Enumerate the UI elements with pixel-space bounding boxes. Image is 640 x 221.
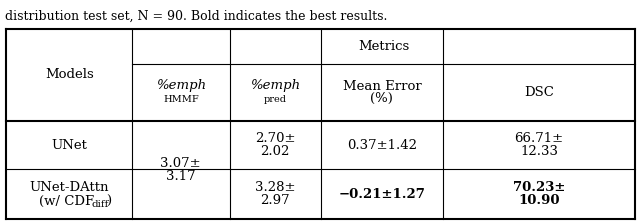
Text: 12.33: 12.33 (520, 145, 558, 158)
Text: distribution test set, N = 90. Bold indicates the best results.: distribution test set, N = 90. Bold indi… (5, 10, 387, 23)
Text: Mean Error: Mean Error (342, 80, 421, 93)
Text: HMMF: HMMF (163, 95, 198, 104)
Text: (w/ CDF: (w/ CDF (39, 194, 94, 208)
Text: 3.17: 3.17 (166, 170, 196, 183)
Text: ): ) (106, 194, 111, 208)
Text: %emph: %emph (250, 79, 300, 92)
Text: %emph: %emph (156, 79, 206, 92)
Text: −0.21±1.27: −0.21±1.27 (339, 188, 426, 201)
Text: 2.97: 2.97 (260, 194, 290, 207)
Text: 0.37±1.42: 0.37±1.42 (347, 139, 417, 152)
Text: 3.07±: 3.07± (161, 157, 201, 170)
Text: 70.23±: 70.23± (513, 181, 565, 194)
Text: 66.71±: 66.71± (515, 132, 564, 145)
Text: 2.02: 2.02 (260, 145, 290, 158)
Text: (%): (%) (371, 92, 394, 105)
Text: UNet: UNet (51, 139, 87, 152)
Text: 10.90: 10.90 (518, 194, 560, 207)
Text: 3.28±: 3.28± (255, 181, 295, 194)
Text: UNet-DAttn: UNet-DAttn (29, 181, 109, 194)
Text: 2.70±: 2.70± (255, 132, 295, 145)
Text: DSC: DSC (524, 86, 554, 99)
Text: pred: pred (264, 95, 287, 104)
Text: Metrics: Metrics (358, 40, 409, 53)
Text: Models: Models (45, 68, 93, 81)
Text: diff: diff (92, 200, 109, 210)
